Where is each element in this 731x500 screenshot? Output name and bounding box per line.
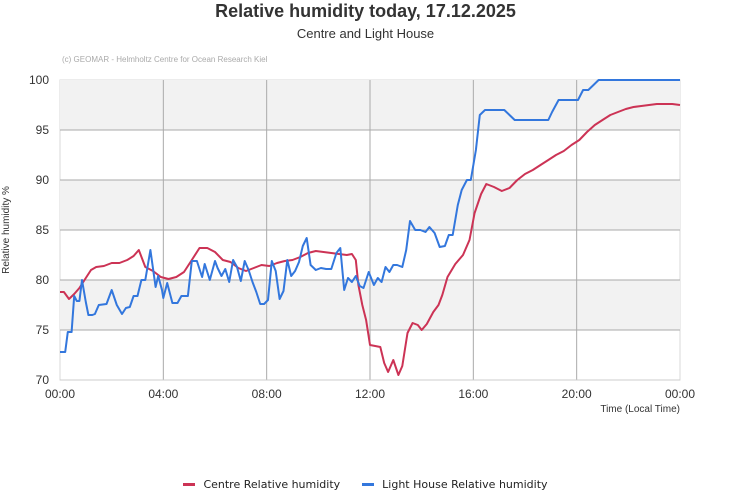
series-line-centre[interactable] [60, 103, 681, 376]
y-tick-label: 75 [36, 323, 50, 337]
x-axis-label: Time (Local Time) [600, 404, 680, 415]
x-tick-label: 00:00 [45, 387, 75, 401]
y-axis: 70 75 80 85 90 95 100 [29, 73, 49, 387]
x-tick-label: 00:00 [665, 387, 695, 401]
series-line-lighthouse[interactable] [60, 79, 680, 353]
y-axis-label: Relative humidity % [1, 186, 12, 274]
x-tick-label: 20:00 [562, 387, 592, 401]
legend-label-lighthouse: Light House Relative humidity [382, 478, 548, 491]
chart-title: Relative humidity today, 17.12.2025 [215, 1, 516, 21]
legend: Centre Relative humidity Light House Rel… [0, 478, 731, 491]
gridlines [60, 80, 680, 381]
credit-text: (c) GEOMAR - Helmholtz Centre for Ocean … [62, 55, 268, 64]
chart-area: 70 75 80 85 90 95 100 00:00 04:00 08:00 12:00 16:0… [1, 73, 695, 415]
legend-item-lighthouse[interactable]: Light House Relative humidity [362, 478, 548, 491]
legend-label-centre: Centre Relative humidity [203, 478, 341, 491]
series-lines [60, 79, 681, 376]
x-tick-label: 04:00 [148, 387, 178, 401]
y-tick-label: 85 [36, 223, 50, 237]
y-tick-label: 70 [36, 373, 50, 387]
y-tick-label: 100 [29, 73, 49, 87]
chart-subtitle: Centre and Light House [296, 26, 435, 41]
x-tick-label: 16:00 [458, 387, 488, 401]
y-tick-label: 95 [36, 123, 50, 137]
y-tick-label: 80 [36, 273, 50, 287]
legend-item-centre[interactable]: Centre Relative humidity [183, 478, 340, 491]
centre-swatch-icon [183, 483, 196, 486]
x-axis: 00:00 04:00 08:00 12:00 16:00 20:00 00:00 [45, 387, 695, 401]
y-tick-label: 90 [36, 173, 50, 187]
lighthouse-swatch-icon [362, 483, 375, 486]
x-tick-label: 08:00 [252, 387, 282, 401]
x-tick-label: 12:00 [355, 387, 385, 401]
